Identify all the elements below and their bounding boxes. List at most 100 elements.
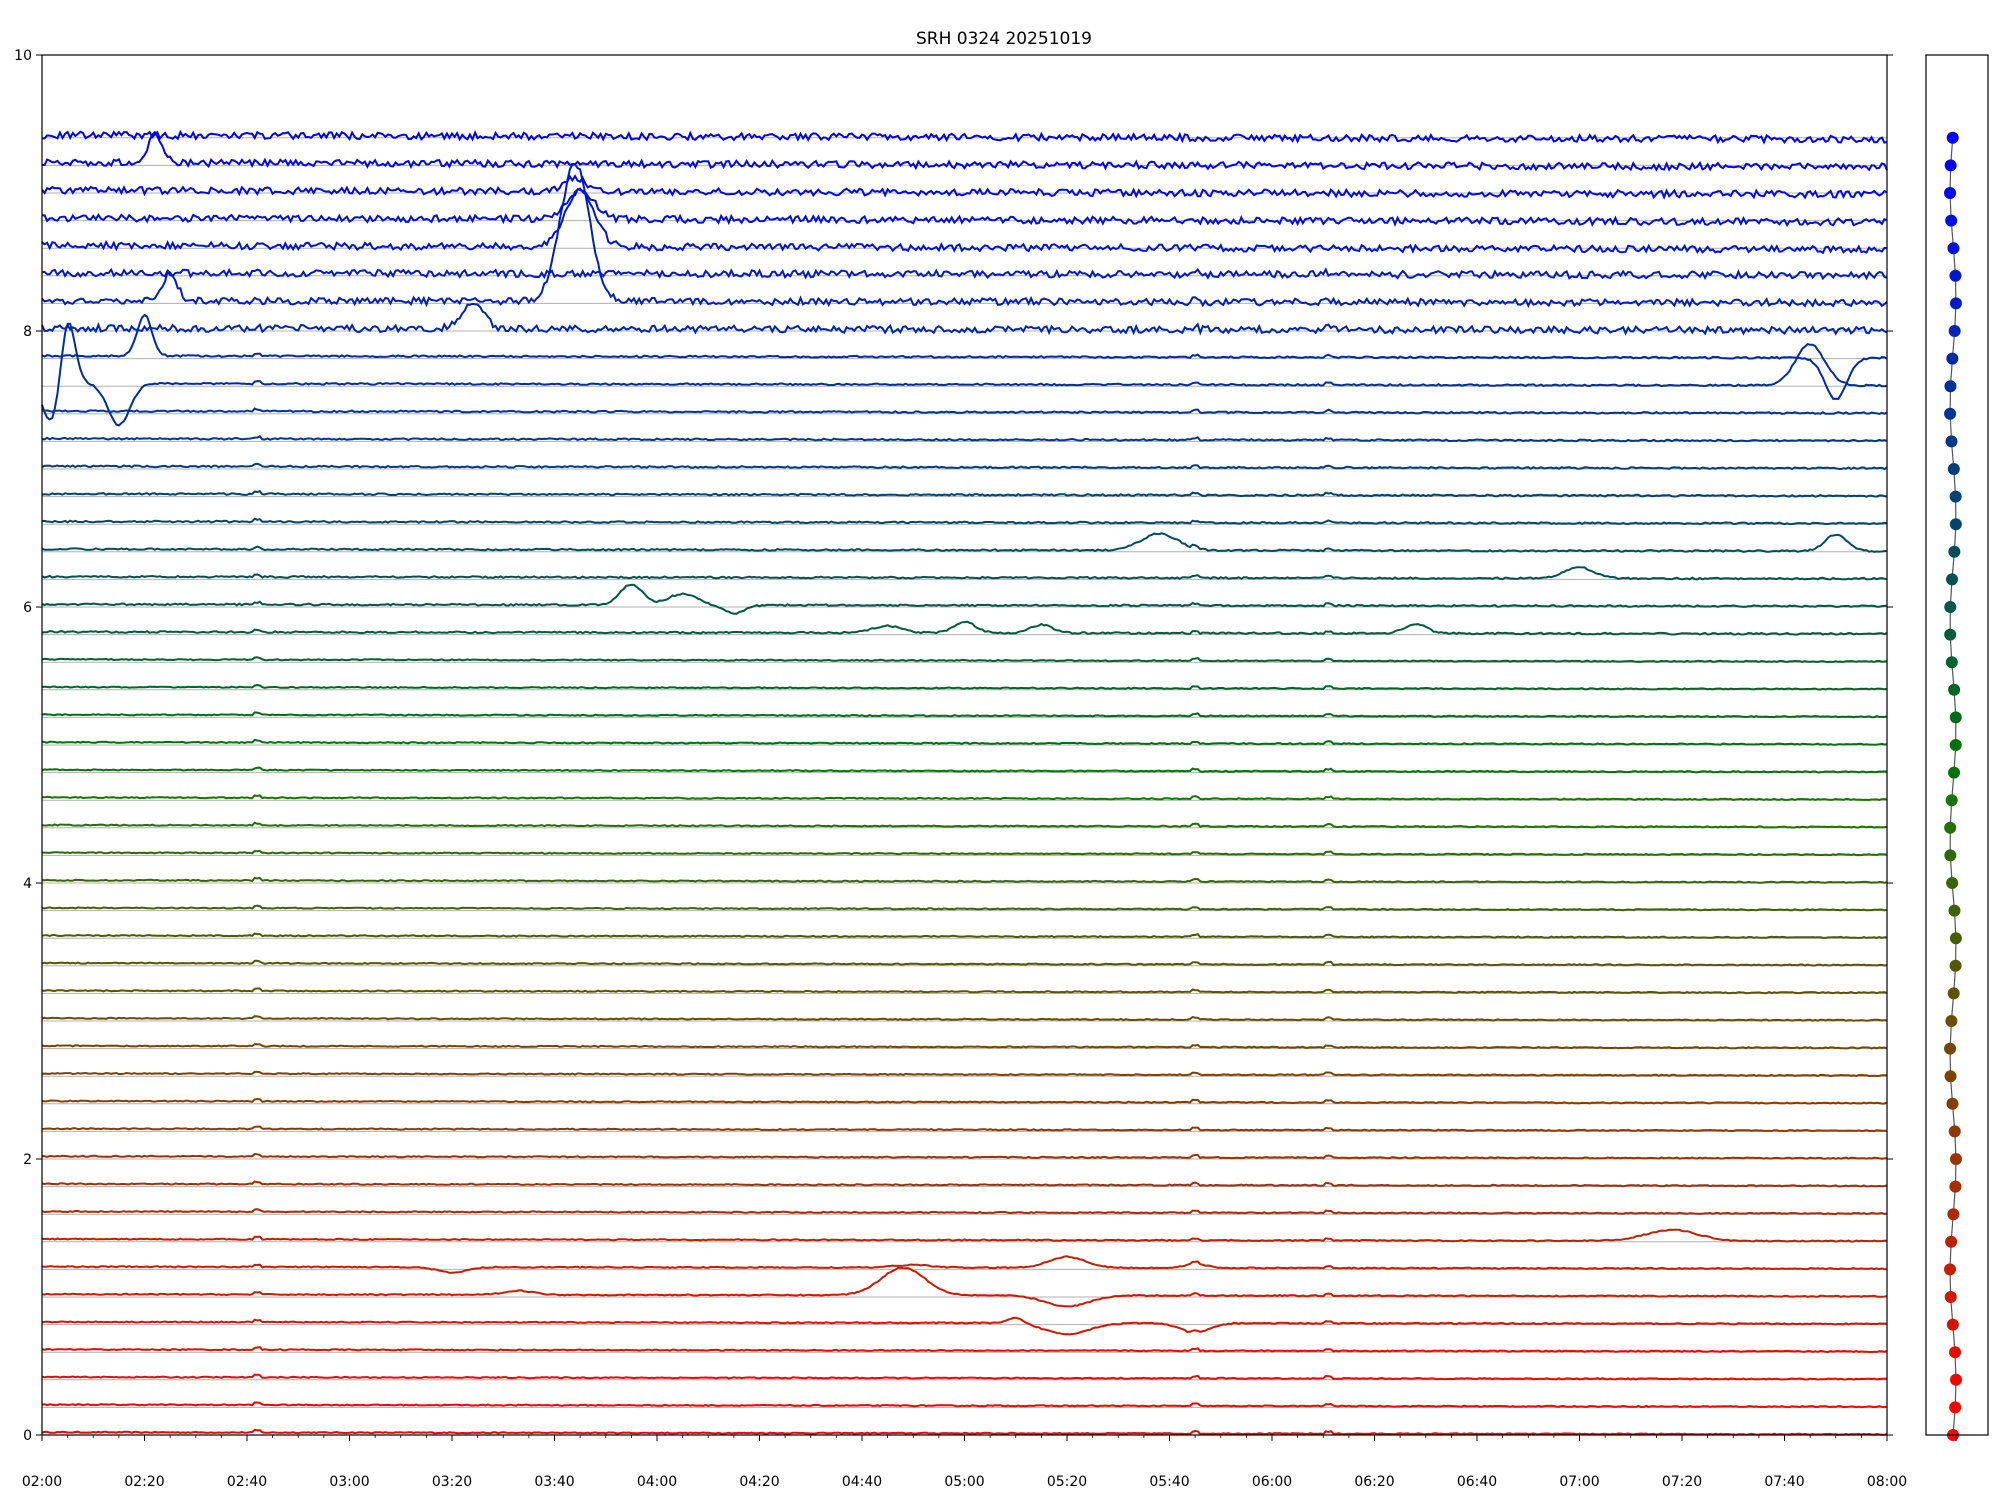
series-line <box>41 322 1888 427</box>
x-tick-label: 07:40 <box>1764 1474 1804 1490</box>
side-marker <box>1949 959 1962 972</box>
side-marker <box>1949 490 1962 503</box>
series-line <box>41 313 1888 400</box>
side-marker <box>1948 766 1961 779</box>
series-line <box>41 187 1888 228</box>
side-marker <box>1948 545 1961 558</box>
side-marker <box>1946 1318 1959 1331</box>
side-marker <box>1948 1125 1961 1138</box>
side-marker <box>1949 1373 1962 1386</box>
series-line <box>42 130 1888 172</box>
series-line <box>41 711 1888 719</box>
series-line <box>41 267 1888 281</box>
series-line <box>41 1097 1888 1105</box>
series-line <box>41 766 1888 774</box>
chart-title: SRH 0324 20251019 <box>916 29 1092 49</box>
series-line <box>41 583 1888 615</box>
side-marker <box>1948 683 1961 696</box>
y-tick-label: 0 <box>23 1428 32 1444</box>
series-line <box>41 904 1888 912</box>
series-line <box>41 462 1888 471</box>
x-tick-label: 06:00 <box>1252 1474 1292 1490</box>
x-tick-label: 03:20 <box>432 1474 472 1490</box>
side-marker <box>1945 1235 1958 1248</box>
side-marker <box>1945 435 1958 448</box>
series-line <box>41 187 1888 255</box>
side-marker <box>1944 407 1957 420</box>
x-axis: 02:00 02:20 02:40 03:00 03:20 03:40 04:00 04:20… <box>22 1435 1907 1490</box>
y-tick-label: 10 <box>14 48 32 64</box>
x-tick-label: 07:20 <box>1662 1474 1702 1490</box>
side-marker <box>1946 573 1959 586</box>
side-marker <box>1949 1346 1962 1359</box>
side-marker <box>1946 877 1959 889</box>
side-marker <box>1946 131 1959 144</box>
series-line <box>41 1255 1887 1274</box>
series-line <box>41 517 1888 526</box>
series-line <box>41 1125 1887 1133</box>
x-tick-label: 03:00 <box>329 1474 369 1490</box>
side-marker <box>1949 711 1962 724</box>
x-tick-label: 05:20 <box>1047 1474 1087 1490</box>
side-marker <box>1944 1042 1957 1055</box>
series-lines <box>41 129 1888 1436</box>
x-tick-label: 05:40 <box>1149 1474 1189 1490</box>
side-marker <box>1948 904 1961 917</box>
side-marker <box>1944 849 1957 862</box>
series-line <box>41 1208 1888 1216</box>
series-line <box>41 620 1888 636</box>
series-line <box>41 738 1888 746</box>
series-line <box>41 794 1888 802</box>
series-line <box>41 959 1888 967</box>
x-tick-label: 04:40 <box>842 1474 882 1490</box>
side-marker <box>1944 1263 1957 1276</box>
y-tick-label: 6 <box>23 600 32 616</box>
series-line <box>41 1180 1888 1188</box>
series-line <box>41 683 1888 691</box>
series-line <box>41 1043 1888 1050</box>
y-tick-label: 4 <box>23 876 32 892</box>
series-line <box>41 821 1888 829</box>
side-marker <box>1944 601 1957 613</box>
x-tick-label: 07:00 <box>1559 1474 1599 1490</box>
series-line <box>41 532 1888 553</box>
x-tick-label: 03:40 <box>534 1474 574 1490</box>
series-line <box>41 1428 1888 1436</box>
side-marker <box>1944 159 1957 172</box>
side-marker <box>1946 352 1959 365</box>
series-line <box>41 490 1888 498</box>
y-tick-label: 2 <box>23 1152 32 1168</box>
side-marker <box>1944 1291 1957 1303</box>
series-line <box>42 129 1888 145</box>
series-line <box>41 1346 1888 1354</box>
side-marker <box>1949 269 1962 282</box>
series-line <box>41 163 1888 309</box>
side-marker <box>1944 821 1957 834</box>
series-line <box>41 987 1888 995</box>
side-marker <box>1944 628 1957 641</box>
side-marker <box>1949 297 1962 310</box>
side-marker <box>1946 1097 1959 1110</box>
series-line <box>41 1373 1888 1381</box>
side-marker <box>1947 1208 1960 1221</box>
side-marker <box>1947 242 1960 255</box>
x-tick-label: 04:20 <box>739 1474 779 1490</box>
series-line <box>41 302 1888 336</box>
side-marker <box>1945 656 1958 669</box>
series-line <box>41 435 1888 443</box>
series-line <box>41 932 1888 939</box>
x-tick-label: 02:40 <box>227 1474 267 1490</box>
side-marker <box>1947 463 1960 475</box>
series-line <box>41 656 1888 664</box>
side-marker <box>1948 325 1961 337</box>
side-marker <box>1945 1015 1958 1027</box>
side-panel-frame <box>1925 54 1989 1436</box>
side-marker <box>1944 1070 1957 1083</box>
series-line <box>41 174 1888 200</box>
x-tick-label: 06:40 <box>1457 1474 1497 1490</box>
x-tick-label: 06:20 <box>1354 1474 1394 1490</box>
series-line <box>41 1266 1888 1308</box>
x-tick-label: 04:00 <box>637 1474 677 1490</box>
side-marker <box>1949 932 1962 945</box>
